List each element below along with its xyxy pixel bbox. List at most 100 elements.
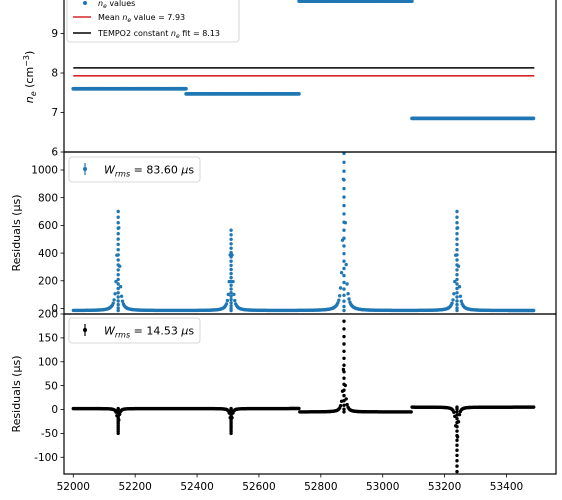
spike-point bbox=[229, 301, 233, 305]
data-point bbox=[339, 271, 344, 275]
data-point bbox=[224, 302, 229, 306]
spike-point bbox=[116, 277, 120, 282]
spike-point bbox=[229, 228, 233, 232]
spike-point bbox=[116, 248, 120, 252]
spike-point bbox=[342, 299, 346, 303]
data-point bbox=[112, 298, 116, 302]
data-point bbox=[297, 92, 301, 96]
panel-ne: 6 7 8 9 10 ne (cm−3) ne values Mean ne value = … bbox=[22, 0, 557, 159]
spike-point bbox=[116, 253, 120, 257]
spike-point bbox=[116, 232, 120, 236]
spike-point bbox=[229, 246, 233, 250]
legend-marker bbox=[83, 167, 87, 171]
legend-label-tempo2: TEMPO2 constant ne fit = 8.13 bbox=[97, 29, 220, 40]
spike-point bbox=[455, 242, 459, 247]
data-point bbox=[344, 262, 348, 267]
spike-point bbox=[342, 327, 346, 331]
y-axis-label: Residuals (μs) bbox=[10, 195, 23, 272]
spike-point bbox=[116, 291, 120, 295]
spike-point bbox=[342, 388, 346, 392]
spike-point bbox=[342, 293, 346, 297]
spike-point bbox=[455, 282, 459, 286]
spike-point bbox=[116, 226, 120, 230]
spike-point bbox=[116, 273, 120, 277]
spike-point bbox=[455, 277, 459, 282]
spike-point bbox=[455, 407, 459, 411]
spike-point bbox=[455, 420, 459, 425]
y-tick-label: -50 bbox=[41, 428, 58, 440]
spike-point bbox=[116, 263, 120, 267]
data-point bbox=[452, 292, 456, 296]
y-tick-label: 100 bbox=[38, 356, 58, 368]
data-point bbox=[337, 298, 341, 302]
data-point bbox=[457, 285, 462, 289]
spike-point bbox=[116, 215, 120, 219]
data-point bbox=[226, 292, 230, 297]
y-tick-label: 9 bbox=[51, 28, 58, 40]
spike-point bbox=[342, 178, 346, 182]
legend-label-mean: Mean ne value = 7.93 bbox=[98, 13, 185, 24]
data-point bbox=[118, 285, 123, 289]
data-point bbox=[345, 402, 349, 407]
legend-box bbox=[68, 156, 201, 183]
panel-residuals-corrected: -100 -50 0 50 100 150 200 52000 52200 52400 52600 5… bbox=[10, 309, 557, 493]
spike-point bbox=[455, 232, 459, 236]
spike-point bbox=[116, 268, 120, 272]
data-point bbox=[336, 301, 340, 305]
data-point bbox=[409, 0, 414, 3]
spike-point bbox=[342, 356, 346, 360]
panel-residuals-uncorrected: 0 200 400 600 800 1000 Residuals (μs) Wrms = 83… bbox=[10, 151, 557, 315]
spike-point bbox=[229, 233, 233, 237]
spike-point bbox=[229, 271, 233, 276]
legend: ne values Mean ne value = 7.93 TEMPO2 cons… bbox=[66, 0, 240, 43]
spike-point bbox=[342, 266, 346, 271]
y-tick-label: 200 bbox=[38, 275, 58, 287]
legend-box bbox=[68, 317, 201, 344]
spike-point bbox=[116, 221, 120, 225]
spike-point bbox=[455, 215, 459, 219]
spike-point bbox=[455, 221, 459, 225]
spike-point bbox=[116, 302, 120, 307]
plot-area bbox=[71, 319, 536, 474]
spike-point bbox=[229, 431, 233, 436]
spike-point bbox=[455, 268, 459, 272]
y-tick-label: 150 bbox=[38, 333, 58, 345]
spike-point bbox=[455, 443, 459, 447]
data-point bbox=[532, 405, 536, 409]
axes-frame bbox=[63, 313, 557, 475]
data-point bbox=[347, 297, 351, 301]
data-point bbox=[409, 410, 413, 414]
spike-point bbox=[342, 287, 346, 291]
legend-label-ne: ne values bbox=[98, 0, 135, 10]
spike-point bbox=[455, 299, 459, 303]
spike-point bbox=[455, 226, 459, 230]
spike-point bbox=[342, 319, 346, 323]
x-tick-label: 52000 bbox=[57, 481, 90, 493]
data-point bbox=[184, 86, 188, 91]
data-point bbox=[338, 286, 343, 290]
spike-point bbox=[342, 308, 346, 313]
spike-point bbox=[229, 306, 233, 311]
spike-point bbox=[116, 286, 120, 291]
spike-point bbox=[116, 295, 120, 299]
spike-point bbox=[229, 263, 233, 268]
spike-point bbox=[455, 429, 459, 433]
spike-point bbox=[455, 295, 459, 299]
plot-area bbox=[71, 0, 536, 121]
spike-point bbox=[342, 259, 346, 263]
data-point bbox=[233, 298, 237, 303]
spike-point bbox=[342, 273, 346, 278]
spike-point bbox=[455, 464, 459, 468]
x-tick-label: 52800 bbox=[304, 481, 337, 493]
x-tick-label: 52600 bbox=[242, 481, 275, 493]
x-tick-label: 53200 bbox=[428, 481, 461, 493]
data-point bbox=[225, 298, 230, 303]
spike-point bbox=[342, 203, 346, 208]
spike-point bbox=[229, 287, 233, 291]
spike-point bbox=[229, 294, 233, 298]
spike-point bbox=[229, 291, 233, 295]
spike-point bbox=[229, 237, 233, 241]
spike-point bbox=[342, 403, 346, 407]
spike-point bbox=[342, 228, 346, 232]
spike-point bbox=[455, 291, 459, 295]
